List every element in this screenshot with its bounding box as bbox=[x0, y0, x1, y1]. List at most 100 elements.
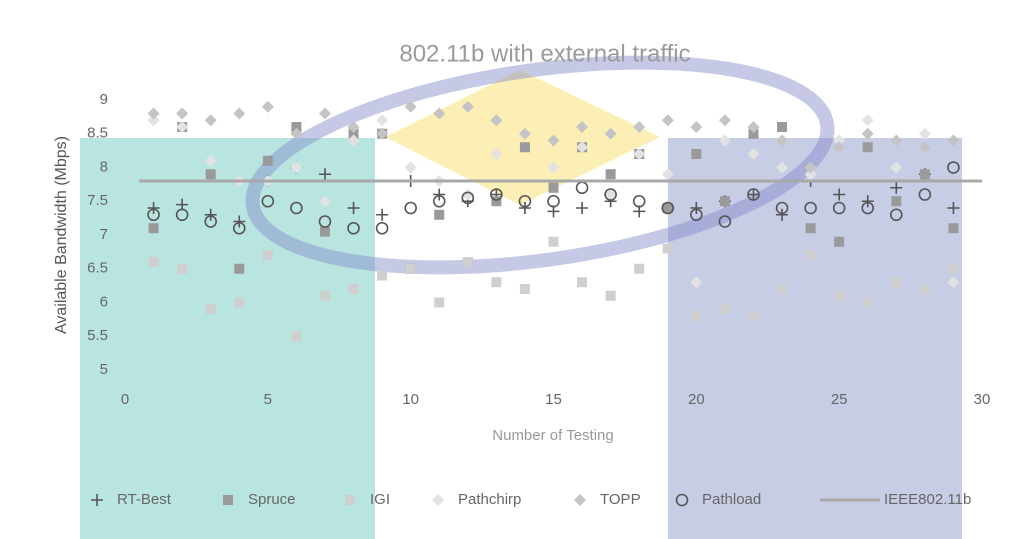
point bbox=[577, 182, 588, 193]
x-tick-label: 10 bbox=[402, 391, 419, 408]
y-tick-label: 8.5 bbox=[87, 125, 108, 142]
point bbox=[262, 101, 274, 113]
point bbox=[634, 196, 645, 207]
point bbox=[234, 298, 244, 308]
point bbox=[862, 114, 874, 126]
point bbox=[948, 223, 958, 233]
point bbox=[206, 304, 216, 314]
point bbox=[149, 257, 159, 267]
point bbox=[720, 196, 730, 206]
point bbox=[205, 114, 217, 126]
point bbox=[891, 277, 901, 287]
point bbox=[862, 128, 874, 140]
point bbox=[662, 114, 674, 126]
point bbox=[434, 298, 444, 308]
legend-item: Pathchirp bbox=[432, 491, 521, 508]
chart: 55.566.577.588.59051015202530 802.11b wi… bbox=[0, 0, 1017, 539]
point bbox=[263, 250, 273, 260]
point bbox=[863, 142, 873, 152]
y-tick-label: 7.5 bbox=[87, 192, 108, 209]
point bbox=[777, 284, 787, 294]
point bbox=[548, 196, 559, 207]
point bbox=[863, 298, 873, 308]
legend-swatch bbox=[223, 495, 233, 505]
point bbox=[491, 277, 501, 287]
y-tick-label: 5.5 bbox=[87, 327, 108, 344]
point bbox=[834, 291, 844, 301]
x-tick-label: 0 bbox=[121, 391, 129, 408]
y-axis-label: Available Bandwidth (Mbps) bbox=[53, 136, 70, 334]
point bbox=[690, 121, 702, 133]
legend-label: IEEE802.11b bbox=[884, 491, 971, 508]
overlay-teal-box bbox=[80, 138, 375, 539]
y-tick-label: 7 bbox=[100, 226, 108, 243]
point bbox=[549, 237, 559, 247]
point bbox=[463, 257, 473, 267]
x-tick-label: 5 bbox=[264, 391, 272, 408]
point bbox=[806, 250, 816, 260]
point bbox=[891, 196, 901, 206]
x-axis-label: Number of Testing bbox=[492, 427, 613, 444]
y-tick-label: 8 bbox=[100, 158, 108, 175]
point bbox=[234, 264, 244, 274]
point bbox=[405, 162, 417, 174]
point bbox=[291, 331, 301, 341]
point bbox=[319, 108, 331, 120]
chart-title: 802.11b with external traffic bbox=[399, 40, 690, 67]
point bbox=[919, 128, 931, 140]
point bbox=[377, 271, 387, 281]
y-tick-label: 6.5 bbox=[87, 260, 108, 277]
point bbox=[920, 169, 930, 179]
point bbox=[606, 169, 616, 179]
point bbox=[149, 223, 159, 233]
legend-label: IGI bbox=[370, 491, 390, 508]
point bbox=[233, 108, 245, 120]
y-tick-label: 5 bbox=[100, 361, 108, 378]
point bbox=[520, 284, 530, 294]
point bbox=[691, 149, 701, 159]
legend-swatch bbox=[574, 494, 586, 506]
point bbox=[920, 284, 930, 294]
legend-label: RT-Best bbox=[117, 491, 172, 508]
legend-item: TOPP bbox=[574, 491, 641, 508]
point bbox=[434, 210, 444, 220]
x-tick-label: 15 bbox=[545, 391, 562, 408]
x-tick-label: 30 bbox=[974, 391, 991, 408]
point bbox=[834, 237, 844, 247]
y-tick-label: 9 bbox=[100, 91, 108, 108]
point bbox=[748, 311, 758, 321]
point bbox=[376, 114, 388, 126]
point bbox=[377, 223, 388, 234]
point bbox=[520, 142, 530, 152]
legend-label: Pathload bbox=[702, 491, 761, 508]
point bbox=[349, 284, 359, 294]
x-tick-label: 20 bbox=[688, 391, 705, 408]
point bbox=[376, 209, 388, 221]
point bbox=[405, 203, 416, 214]
point bbox=[320, 291, 330, 301]
overlay-blue-box bbox=[668, 138, 962, 539]
legend-swatch bbox=[345, 495, 355, 505]
point bbox=[691, 311, 701, 321]
point bbox=[606, 291, 616, 301]
point bbox=[806, 223, 816, 233]
point bbox=[549, 183, 559, 193]
point bbox=[634, 264, 644, 274]
point bbox=[577, 277, 587, 287]
point bbox=[663, 244, 673, 254]
x-tick-label: 25 bbox=[831, 391, 848, 408]
point bbox=[777, 122, 787, 132]
point bbox=[720, 304, 730, 314]
point bbox=[320, 227, 330, 237]
point bbox=[148, 108, 160, 120]
point bbox=[948, 264, 958, 274]
point bbox=[206, 169, 216, 179]
point bbox=[576, 202, 588, 214]
legend-label: Pathchirp bbox=[458, 491, 521, 508]
point bbox=[263, 156, 273, 166]
point bbox=[719, 114, 731, 126]
legend-label: Spruce bbox=[248, 491, 296, 508]
legend-label: TOPP bbox=[600, 491, 641, 508]
y-tick-label: 6 bbox=[100, 293, 108, 310]
point bbox=[176, 108, 188, 120]
